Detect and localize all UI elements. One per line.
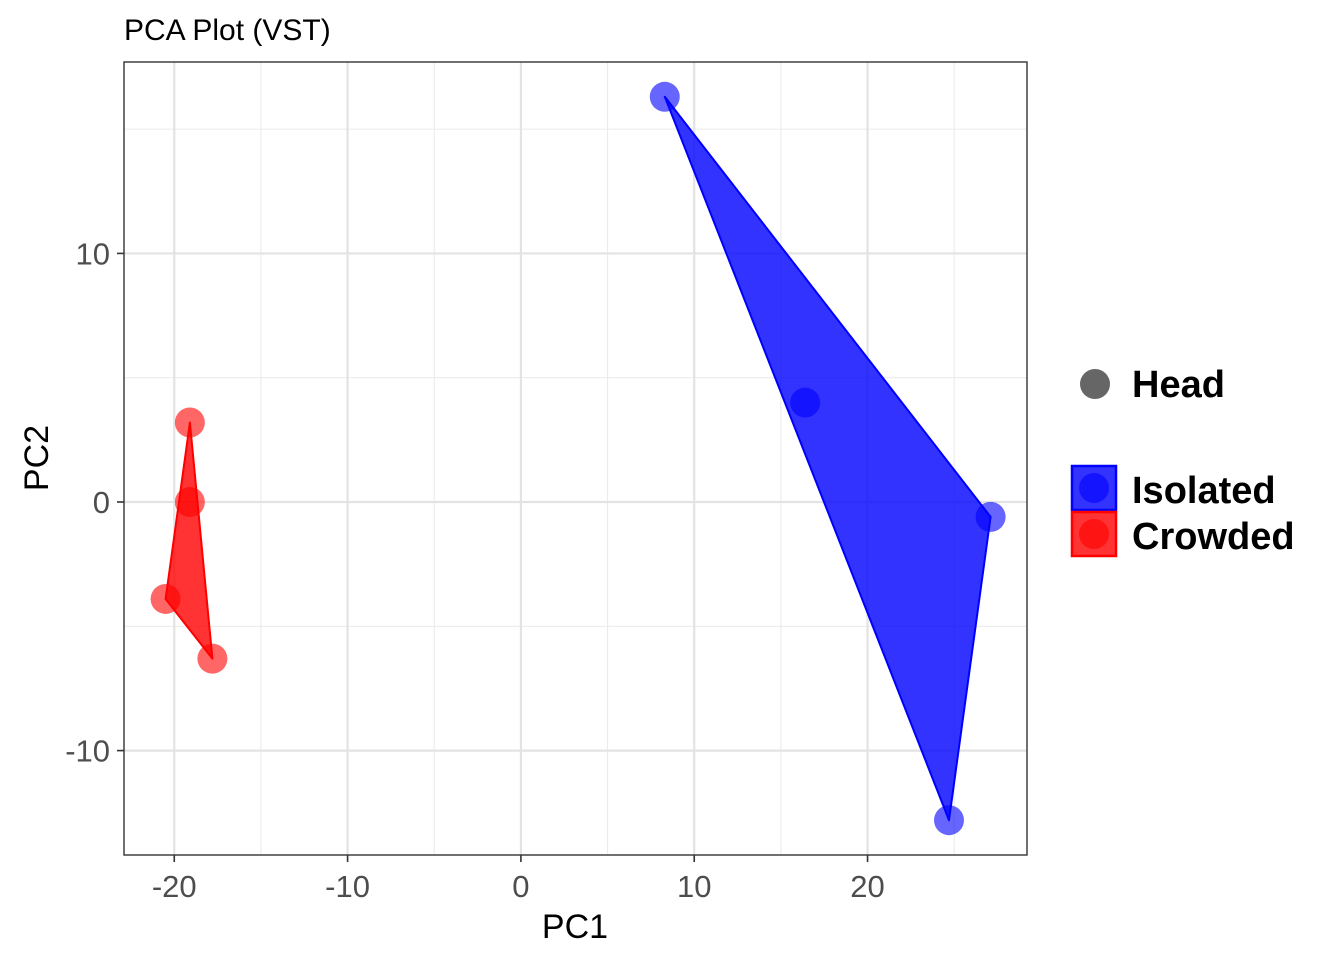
legend-head-key [1080, 369, 1110, 399]
x-tick-label: 0 [512, 869, 529, 904]
y-axis-title: PC2 [18, 425, 56, 491]
x-tick-label: -10 [325, 869, 370, 904]
isolated-point [975, 501, 1006, 532]
y-axis-ticks: -10 0 10 [65, 236, 124, 769]
crowded-point [150, 583, 181, 614]
legend: Head Isolated Crowded [1070, 364, 1295, 558]
y-tick-label: -10 [65, 734, 110, 769]
legend-head-label: Head [1132, 364, 1225, 406]
y-tick-label: 10 [76, 236, 110, 271]
data-points [150, 81, 1006, 836]
legend-isolated-label: Isolated [1132, 470, 1276, 512]
isolated-point [790, 387, 821, 418]
x-tick-label: 10 [677, 869, 711, 904]
legend-crowded-dot [1079, 519, 1109, 549]
minor-gridlines [124, 62, 1027, 855]
x-axis-ticks: -20 -10 0 10 20 [152, 855, 885, 904]
x-axis-title: PC1 [542, 908, 608, 946]
isolated-hull [663, 95, 992, 822]
isolated-point [649, 81, 680, 112]
y-tick-label: 0 [93, 485, 110, 520]
x-tick-label: 20 [850, 869, 884, 904]
chart-title: PCA Plot (VST) [124, 14, 331, 47]
crowded-point [174, 407, 205, 438]
crowded-point [174, 487, 205, 518]
x-tick-label: -20 [152, 869, 197, 904]
crowded-hull [164, 421, 214, 660]
crowded-point [197, 643, 228, 674]
legend-isolated-dot [1079, 473, 1109, 503]
legend-crowded-label: Crowded [1132, 516, 1295, 558]
isolated-point [934, 805, 965, 836]
plot-panel-border [123, 61, 1028, 856]
